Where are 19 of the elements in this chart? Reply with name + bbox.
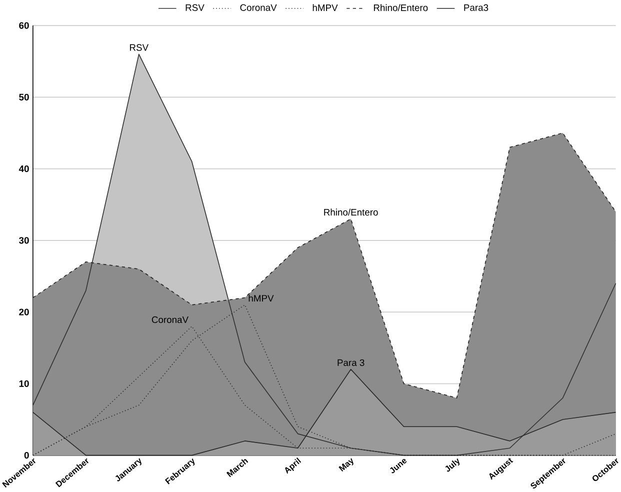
y-tick-label: 40 — [18, 165, 29, 172]
legend-label: Para3 — [464, 4, 488, 11]
y-tick-label: 10 — [19, 380, 29, 387]
annotation: Rhino/Entero — [324, 208, 378, 216]
y-tick-label: 30 — [18, 236, 29, 244]
x-tick-label: July — [445, 458, 460, 472]
annotation: CoronaV — [152, 316, 188, 323]
y-tick-label: 60 — [19, 22, 29, 29]
y-tick-label: 50 — [19, 94, 29, 100]
annotation: RSV — [130, 44, 149, 51]
y-tick-label: 20 — [19, 308, 29, 316]
legend-label: RSV — [186, 4, 204, 11]
y-tick-label: 0 — [24, 452, 29, 458]
x-tick-label: May — [338, 458, 354, 472]
legend-label: CoronaV — [240, 4, 277, 11]
annotation: hMPV — [248, 294, 274, 302]
legend-label: hMPV — [312, 4, 338, 11]
annotation: Para 3 — [338, 359, 364, 366]
legend-label: Rhino/Entero — [374, 4, 428, 11]
